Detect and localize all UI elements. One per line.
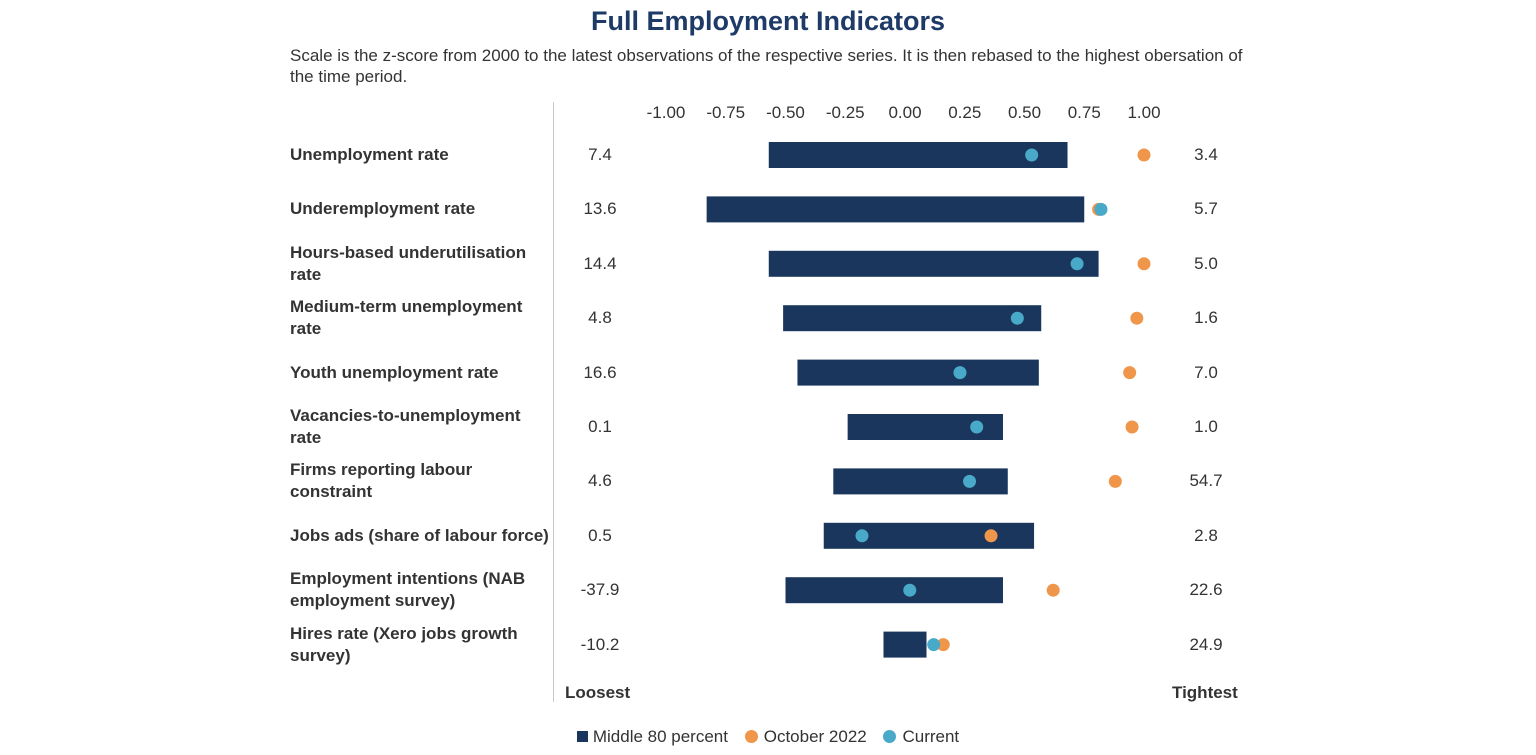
current-dot: [927, 638, 941, 652]
range-bar: [768, 250, 1099, 277]
range-bar: [833, 468, 1008, 495]
row-label: Firms reporting labour constraint: [290, 460, 473, 502]
legend-current-swatch: [883, 730, 897, 743]
october-2022-dot: [1125, 420, 1139, 434]
loosest-value: 7.4: [588, 145, 612, 164]
range-bar: [797, 359, 1039, 386]
october-2022-dot: [984, 529, 998, 543]
range-bar: [706, 196, 1085, 223]
tightest-value: 22.6: [1189, 580, 1223, 600]
loosest-value: 4.6: [588, 471, 612, 491]
current-dot: [1010, 311, 1024, 325]
loosest-value: 16.6: [583, 362, 617, 382]
october-2022-dot: [1108, 474, 1122, 488]
legend-item-current: Current: [883, 727, 959, 746]
loosest-value: 14.4: [583, 253, 617, 273]
october-2022-dot: [936, 638, 950, 652]
current-dot: [970, 420, 984, 434]
legend-bar-label: Middle 80 percent: [592, 727, 728, 746]
current-dot: [903, 583, 917, 597]
current-dot: [963, 474, 977, 488]
row-label: Vacancies-to-unemployment rate: [290, 406, 521, 447]
current-dot: [855, 529, 869, 543]
loosest-value: 0.1: [588, 417, 612, 436]
row-label: Employment intentions (NAB employment su…: [290, 569, 526, 611]
october-2022-dot: [1123, 366, 1137, 380]
october-2022-dot: [1137, 257, 1151, 271]
legend-october-swatch: [744, 730, 758, 743]
range-bar: [768, 142, 1068, 168]
x-tick-label: 1.00: [1127, 103, 1161, 122]
tightest-value: 7.0: [1194, 362, 1218, 382]
row-label: Underemployment rate: [290, 199, 476, 219]
row-label: Youth unemployment rate: [290, 362, 499, 382]
loosest-value: -37.9: [580, 580, 620, 600]
current-dot: [953, 366, 967, 380]
chart-title: Full Employment Indicators: [590, 6, 946, 36]
range-bar: [883, 631, 927, 658]
x-tick-label: -0.25: [825, 103, 865, 122]
loosest-value: 4.8: [588, 308, 612, 328]
x-tick-label: 0.25: [948, 103, 982, 122]
x-tick-label: 0.00: [888, 103, 922, 122]
legend-item-october: October 2022: [744, 727, 872, 746]
left-divider: [553, 102, 554, 702]
tightest-value: 2.8: [1194, 525, 1218, 545]
legend-item-middle-80: Middle 80 percent: [576, 727, 733, 746]
row-label: Jobs ads (share of labour force): [290, 525, 549, 545]
october-2022-dot: [1046, 583, 1060, 597]
x-tick-label: -0.75: [706, 103, 746, 122]
tightest-value: 3.4: [1194, 145, 1218, 164]
row-label: Hires rate (Xero jobs growth survey): [290, 623, 518, 665]
tightest-value: 5.0: [1194, 253, 1218, 273]
x-tick-label: -1.00: [646, 103, 686, 122]
row-label: Hours-based underutilisation rate: [290, 242, 527, 284]
current-dot: [1094, 202, 1108, 216]
loosest-value: 13.6: [583, 199, 617, 219]
x-tick-label: -0.50: [766, 103, 805, 122]
tightest-value: 54.7: [1189, 471, 1223, 491]
range-bar: [785, 577, 1003, 604]
legend: Middle 80 percent October 2022 Current: [0, 727, 1536, 747]
current-dot: [1070, 257, 1084, 271]
range-bar: [783, 305, 1042, 332]
october-2022-dot: [1130, 311, 1144, 325]
row-label: Unemployment rate: [290, 145, 449, 164]
tightest-label: Tightest: [1172, 683, 1238, 702]
legend-bar-swatch: [576, 731, 588, 742]
tightest-value: 1.6: [1194, 308, 1218, 328]
row-label: Medium-term unemployment rate: [290, 297, 523, 339]
october-2022-dot: [1137, 148, 1151, 162]
legend-october-label: October 2022: [763, 727, 867, 746]
loosest-value: 0.5: [588, 525, 612, 545]
loosest-value: -10.2: [580, 634, 620, 654]
x-tick-label: 0.75: [1067, 103, 1101, 122]
legend-current-label: Current: [902, 727, 960, 746]
x-tick-label: 0.50: [1007, 103, 1042, 122]
tightest-value: 24.9: [1189, 634, 1223, 654]
current-dot: [1025, 148, 1039, 162]
range-bar: [823, 522, 1035, 549]
chart-subtitle: Scale is the z-score from 2000 to the la…: [290, 46, 1243, 86]
tightest-value: 1.0: [1194, 417, 1218, 436]
loosest-label: Loosest: [565, 683, 631, 702]
tightest-value: 5.7: [1194, 199, 1218, 219]
